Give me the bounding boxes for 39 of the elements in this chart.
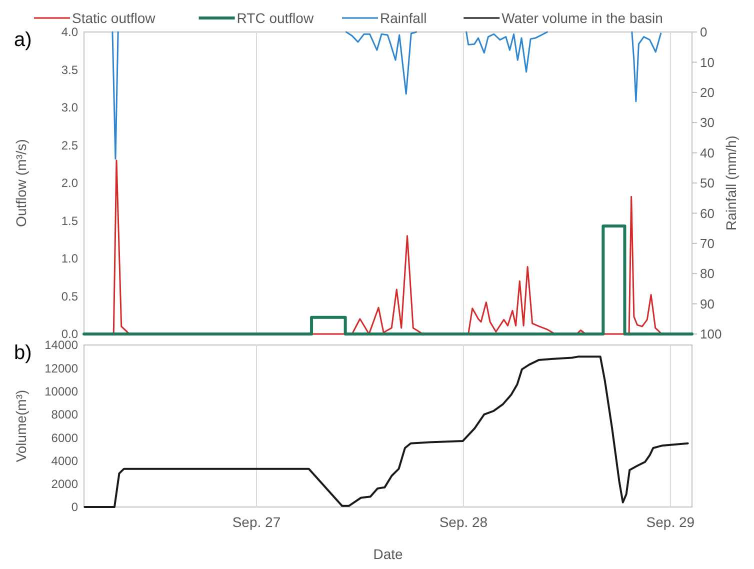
y2-axis-title: Rainfall (mm/h): [723, 136, 739, 230]
y2-tick-label: 80: [700, 266, 714, 282]
x-tick-label: Sep. 28: [439, 514, 488, 530]
text: Water volume in the basin: [502, 10, 663, 26]
legend-label: Rainfall: [380, 10, 427, 26]
y2-tick-label: 10: [700, 54, 714, 70]
y2-tick-label: 50: [700, 176, 714, 191]
y2-tick-label: 20: [700, 84, 714, 100]
y2-tick-label: 70: [700, 236, 714, 251]
y-tick-label: 4000: [51, 454, 78, 468]
legend-label: Static outflow: [72, 10, 156, 26]
y2-tick-label: 40: [700, 145, 714, 160]
y2-tick-label: 0: [700, 24, 708, 40]
y-tick-label: 1.0: [61, 252, 78, 266]
y-tick-label: 2.0: [61, 176, 78, 190]
x-tick-label: Sep. 27: [232, 514, 281, 530]
y2-tick-label: 60: [700, 206, 714, 221]
y-tick-label: 0: [71, 500, 78, 514]
y-tick-label: 3.5: [61, 62, 78, 77]
y-tick-label: 2.5: [61, 138, 78, 152]
chart-title: a): [14, 29, 32, 51]
y-tick-label: 10000: [44, 384, 78, 398]
y2-tick-label: 30: [700, 115, 714, 130]
y-tick-label: 0.5: [61, 289, 78, 304]
legend-label: RTC outflow: [236, 10, 314, 26]
chart-title: b): [14, 342, 32, 364]
y-tick-label: 6000: [51, 430, 78, 445]
y-tick-label: 12000: [44, 361, 78, 376]
y-axis-title: Volume(m³): [13, 390, 29, 462]
y2-tick-label: 90: [700, 296, 714, 312]
y-axis-title: Outflow (m³/s): [13, 139, 29, 227]
y-tick-label: 8000: [51, 408, 78, 422]
y-tick-label: 1.5: [61, 214, 78, 228]
y-tick-label: 2000: [51, 477, 78, 492]
y-tick-label: 4.0: [61, 25, 78, 40]
y-tick-label: 3.0: [61, 100, 78, 115]
x-axis-title: Date: [373, 546, 403, 562]
y2-tick-label: 100: [700, 326, 722, 342]
x-tick-label: Sep. 29: [646, 514, 695, 530]
